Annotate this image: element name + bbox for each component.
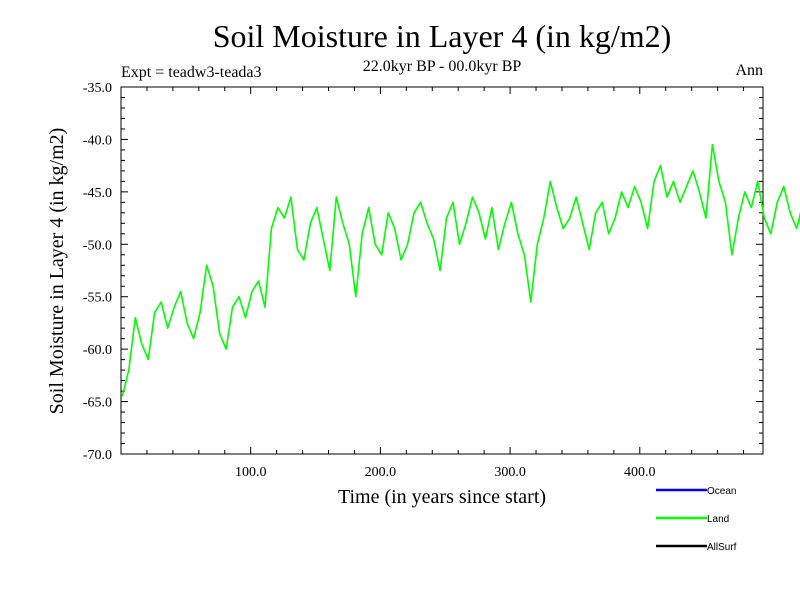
y-tick-label: -50.0 bbox=[83, 238, 112, 253]
x-tick-label: 400.0 bbox=[624, 465, 656, 480]
period-label: Ann bbox=[735, 62, 763, 79]
y-tick-label: -55.0 bbox=[83, 291, 112, 306]
y-axis-label: Soil Moisture in Layer 4 (in kg/m2) bbox=[46, 128, 68, 415]
y-tick-label: -35.0 bbox=[83, 81, 112, 96]
legend-label-land: Land bbox=[707, 514, 729, 525]
y-tick-label: -45.0 bbox=[83, 186, 112, 201]
plot-frame bbox=[120, 86, 764, 455]
y-tick-label: -70.0 bbox=[83, 448, 112, 463]
y-tick-label: -65.0 bbox=[83, 396, 112, 411]
legend-label-allsurf: AllSurf bbox=[707, 542, 737, 553]
x-tick-label: 200.0 bbox=[365, 465, 397, 480]
experiment-label: Expt = teadw3-teada3 bbox=[121, 64, 262, 81]
x-tick-label: 300.0 bbox=[494, 465, 526, 480]
legend: Ocean Land AllSurf bbox=[656, 486, 737, 553]
series-line-land bbox=[121, 143, 800, 397]
x-tick-label: 100.0 bbox=[235, 465, 267, 480]
chart-subtitle: 22.0kyr BP - 00.0kyr BP bbox=[363, 58, 522, 75]
plot-area: -70.0 -65.0 -60.0 -55.0 -50.0 -45.0 -40.0 -35.0… bbox=[83, 81, 800, 480]
legend-label-ocean: Ocean bbox=[707, 486, 736, 497]
y-tick-label: -60.0 bbox=[83, 343, 112, 358]
chart-title: Soil Moisture in Layer 4 (in kg/m2) bbox=[213, 18, 672, 54]
y-tick-label: -40.0 bbox=[83, 133, 112, 148]
x-axis-label: Time (in years since start) bbox=[338, 486, 546, 508]
